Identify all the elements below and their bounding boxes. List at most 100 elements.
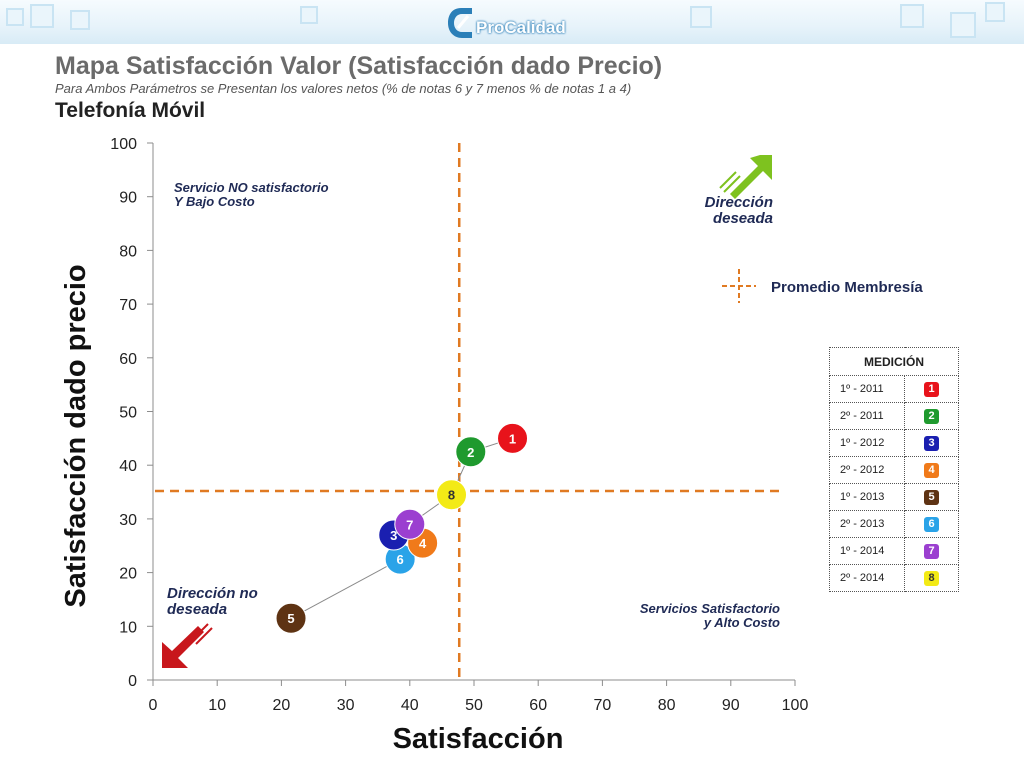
measurement-swatch-cell: 4 [904, 456, 959, 484]
connector-segment [290, 558, 401, 619]
x-tick-label: 0 [149, 697, 158, 714]
x-tick-label: 90 [722, 697, 740, 714]
x-tick-label: 80 [658, 697, 676, 714]
header-decoration [300, 6, 318, 24]
measurement-period-label: 2º - 2013 [829, 510, 905, 538]
data-point-marker [275, 602, 307, 634]
measurement-period-label: 2º - 2011 [829, 402, 905, 430]
page-subtitle: Para Ambos Parámetros se Presentan los v… [55, 81, 632, 96]
x-tick-label: 60 [529, 697, 547, 714]
measurement-swatch: 3 [924, 435, 939, 451]
quadrant-label-bottom-right: Servicios Satisfactorio [640, 601, 780, 616]
measurement-swatch: 8 [924, 570, 939, 586]
legend-table-row: 2º - 2012 4 [829, 456, 959, 484]
measurement-legend-table: MEDICIÓN 1º - 2011 1 2º - 2011 2 1º - 2012 3 2… [829, 347, 959, 592]
legend-table-row: 1º - 2011 1 [829, 375, 959, 403]
x-axis-title: Satisfacción [393, 723, 564, 755]
x-tick-label: 10 [208, 697, 226, 714]
x-tick-label: 20 [273, 697, 291, 714]
measurement-swatch-cell: 5 [904, 483, 959, 511]
x-tick-label: 30 [337, 697, 355, 714]
x-tick-label: 70 [594, 697, 612, 714]
measurement-swatch: 2 [924, 408, 939, 424]
measurement-swatch-cell: 1 [904, 375, 959, 403]
measurement-swatch-cell: 7 [904, 537, 959, 565]
x-tick-label: 100 [782, 697, 809, 714]
y-tick-label: 10 [119, 619, 137, 636]
y-tick-label: 30 [119, 512, 137, 529]
undesired-direction-label: deseada [167, 601, 227, 618]
measurement-swatch: 5 [924, 489, 939, 505]
y-tick-label: 20 [119, 566, 137, 583]
logo-text: ProCalidad [476, 18, 566, 37]
data-point-label: 2 [467, 445, 474, 460]
measurement-period-label: 1º - 2014 [829, 537, 905, 565]
average-legend-label: Promedio Membresía [771, 279, 923, 296]
y-tick-label: 0 [128, 673, 137, 690]
undesired-direction-label: Dirección no [167, 585, 258, 602]
x-tick-label: 50 [465, 697, 483, 714]
data-point-marker [497, 422, 529, 454]
data-point-1: 1 [497, 422, 529, 454]
y-tick-label: 60 [119, 351, 137, 368]
data-point-2: 2 [455, 436, 487, 468]
legend-table-row: 1º - 2012 3 [829, 429, 959, 457]
measurement-period-label: 2º - 2014 [829, 564, 905, 592]
measurement-swatch: 1 [924, 381, 939, 397]
y-tick-label: 100 [110, 136, 137, 153]
header-bar: ProCalidad [0, 0, 1024, 44]
measurement-swatch-cell: 2 [904, 402, 959, 430]
legend-table-header: MEDICIÓN [829, 347, 959, 376]
legend-table-row: 2º - 2011 2 [829, 402, 959, 430]
legend-table-row: 2º - 2013 6 [829, 510, 959, 538]
measurement-period-label: 1º - 2011 [829, 375, 905, 403]
quadrant-label-top-left: Servicio NO satisfactorio [174, 180, 329, 195]
measurement-swatch-cell: 8 [904, 564, 959, 592]
header-decoration [950, 12, 976, 38]
y-tick-label: 40 [119, 458, 137, 475]
data-point-marker [455, 436, 487, 468]
header-decoration [6, 8, 24, 26]
data-point-label: 4 [419, 536, 427, 551]
y-tick-label: 80 [119, 243, 137, 260]
data-point-label: 1 [509, 431, 516, 446]
legend-table-row: 1º - 2013 5 [829, 483, 959, 511]
header-decoration [690, 6, 712, 28]
axes: 0 10 20 30 40 50 60 70 80 90 100 0 10 20 30 40 50 60 70 80 9… [110, 136, 808, 714]
measurement-swatch-cell: 6 [904, 510, 959, 538]
y-tick-label: 50 [119, 405, 137, 422]
data-point-7: 7 [394, 508, 426, 540]
legend-table-row: 2º - 2014 8 [829, 564, 959, 592]
measurement-period-label: 1º - 2013 [829, 483, 905, 511]
desired-direction-label: Dirección [705, 194, 773, 211]
page-title: Mapa Satisfacción Valor (Satisfacción da… [55, 52, 663, 80]
section-title: Telefonía Móvil [55, 99, 206, 122]
y-tick-label: 90 [119, 190, 137, 207]
x-tick-label: 40 [401, 697, 419, 714]
data-point-label: 8 [448, 488, 455, 503]
y-tick-label: 70 [119, 297, 137, 314]
average-legend: Promedio Membresía [722, 269, 923, 303]
undesired-direction-arrow-icon [162, 623, 213, 668]
data-point-marker [436, 479, 468, 511]
quadrant-label-top-left: Y Bajo Costo [174, 194, 255, 209]
desired-direction-label: deseada [713, 210, 773, 227]
measurement-swatch: 6 [924, 516, 939, 532]
data-point-label: 6 [397, 552, 404, 567]
measurement-swatch: 7 [924, 543, 939, 559]
data-point-5: 5 [275, 602, 307, 634]
y-axis-title: Satisfacción dado precio [60, 264, 92, 607]
procalidad-logo-icon [448, 8, 472, 38]
header-decoration [30, 4, 54, 28]
data-point-8: 8 [436, 479, 468, 511]
measurement-swatch: 4 [924, 462, 939, 478]
data-point-label: 7 [406, 517, 413, 532]
header-decoration [985, 2, 1005, 22]
measurement-period-label: 1º - 2012 [829, 429, 905, 457]
header-decoration [70, 10, 90, 30]
data-point-label: 3 [390, 528, 397, 543]
measurement-period-label: 2º - 2012 [829, 456, 905, 484]
quadrant-label-bottom-right: y Alto Costo [703, 615, 780, 630]
data-point-label: 5 [287, 611, 294, 626]
